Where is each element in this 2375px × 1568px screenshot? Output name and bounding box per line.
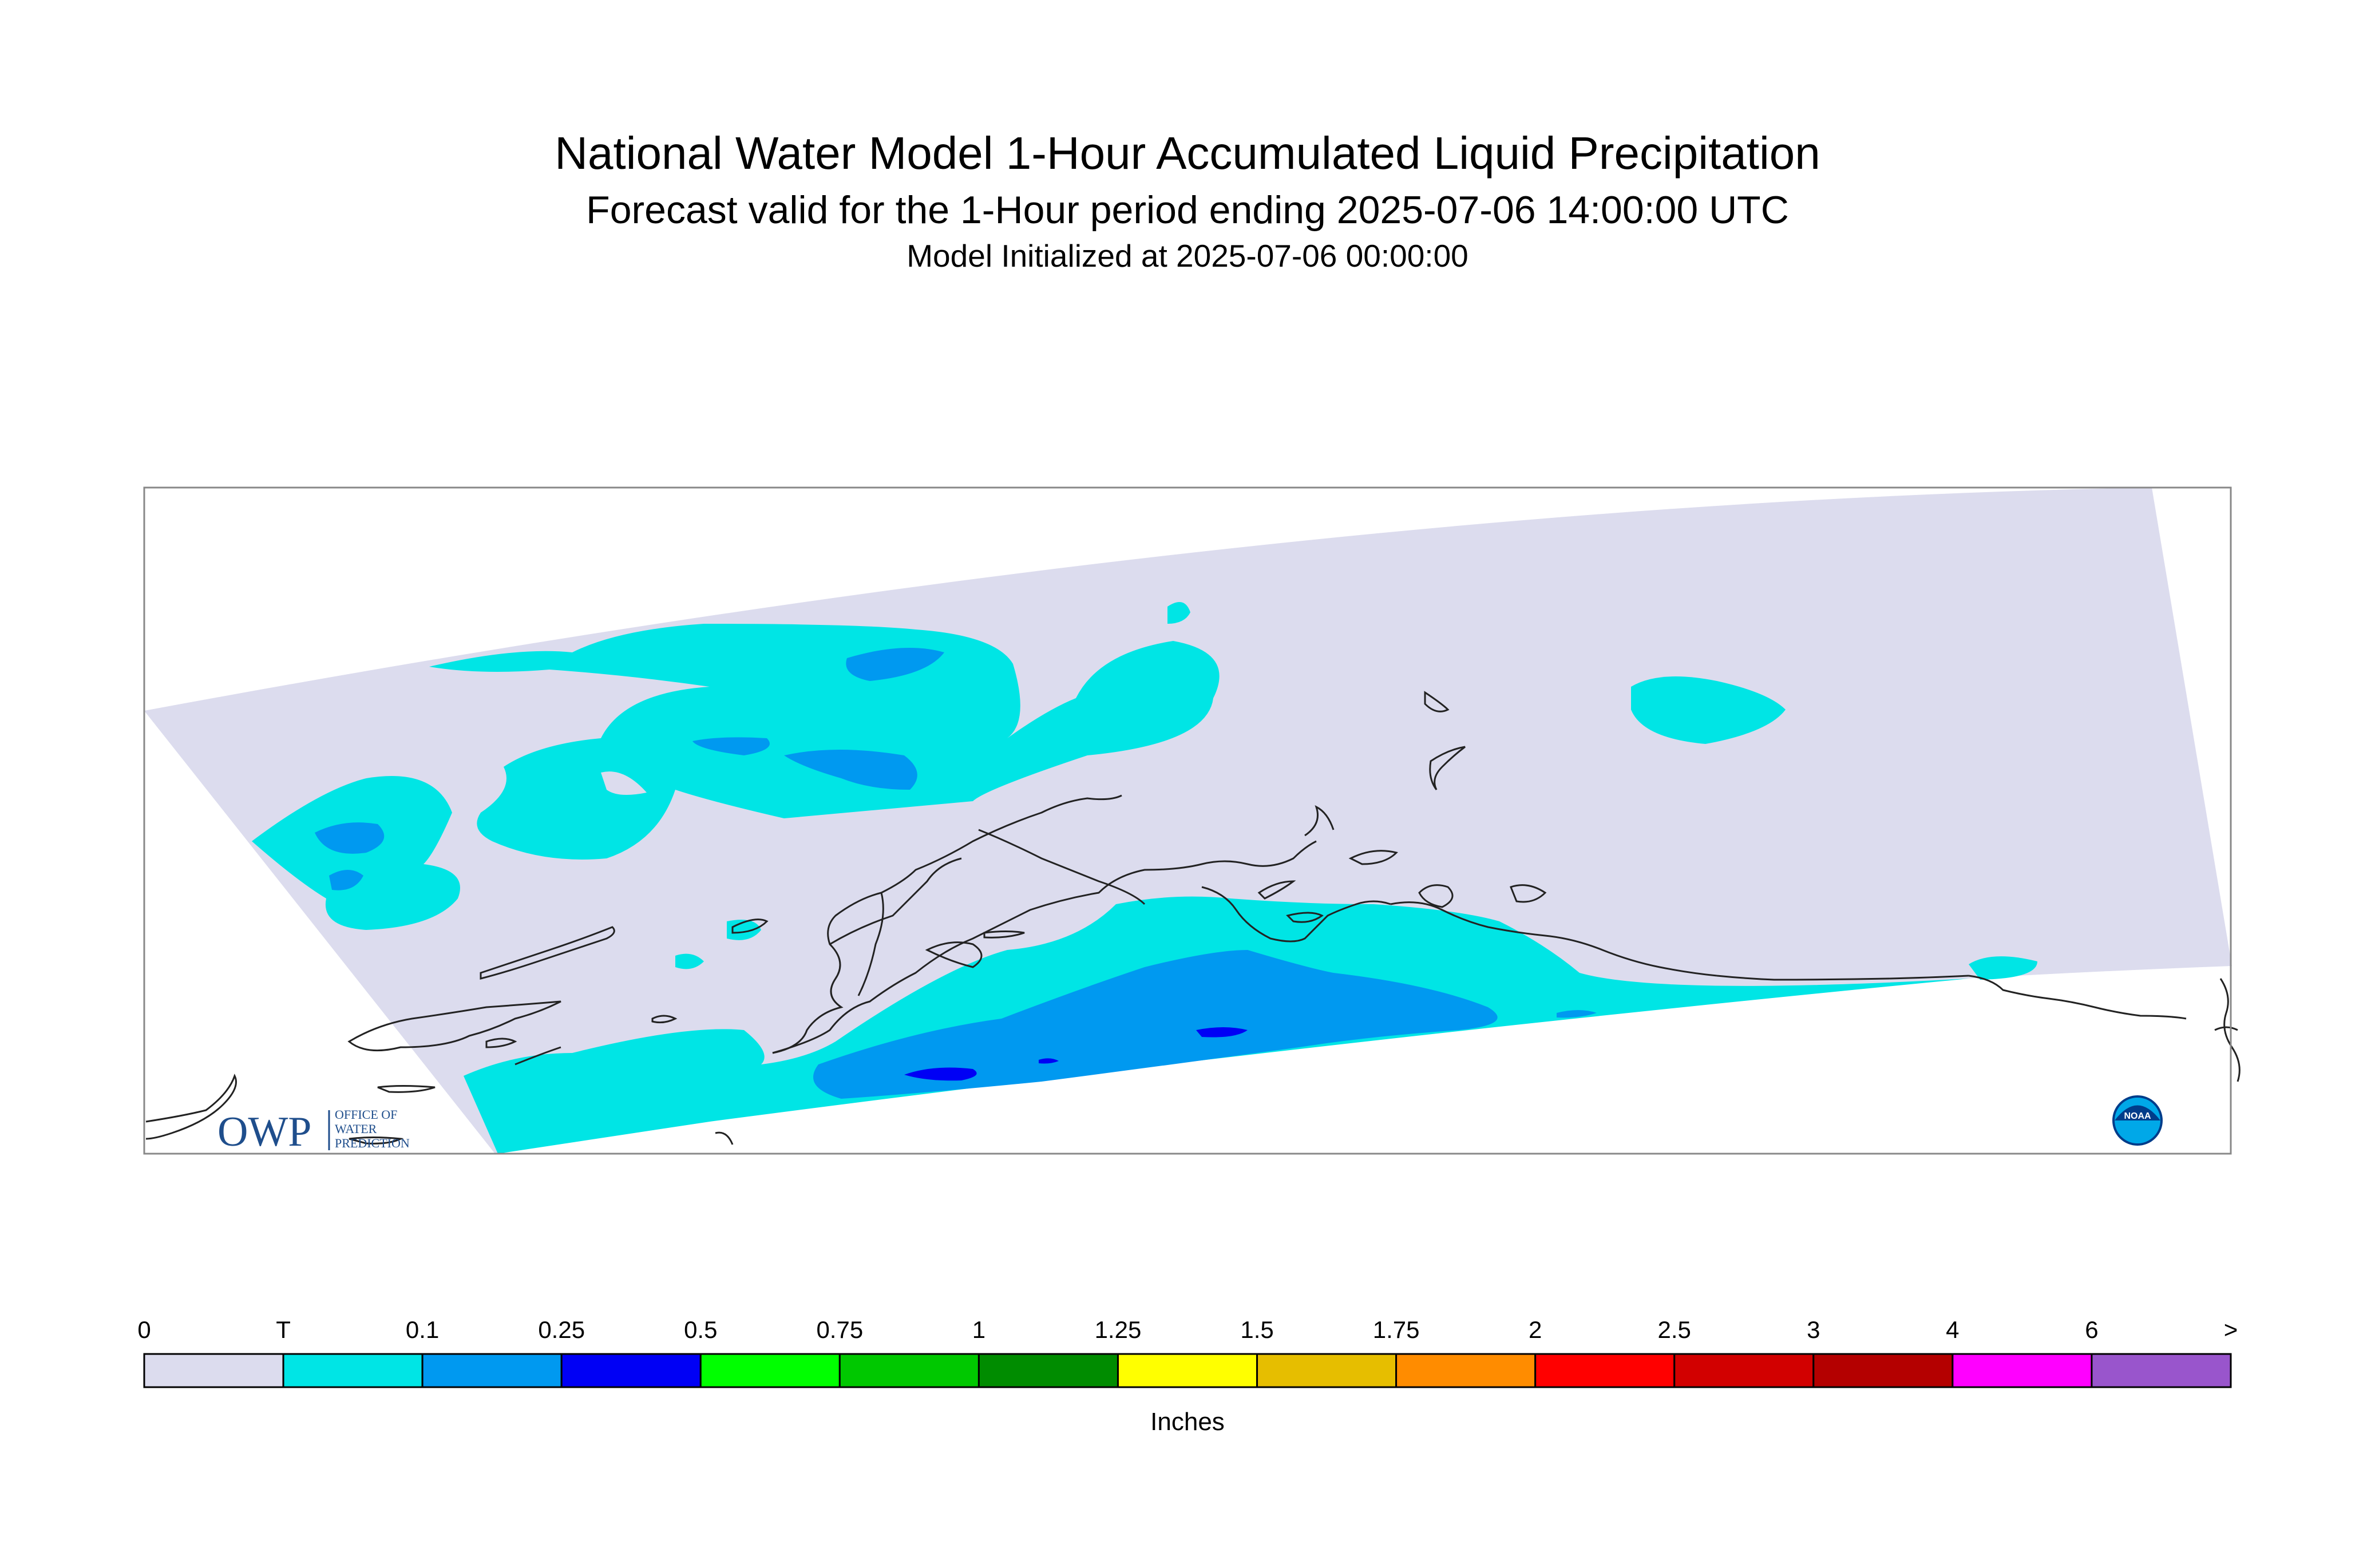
colorbar-swatch-5 [838,1353,980,1388]
colorbar-tick-label: 2.5 [1657,1316,1691,1343]
chart-subtitle: Forecast valid for the 1-Hour period end… [586,188,1789,232]
colorbar-tick-label: > [2223,1316,2238,1343]
colorbar-tick-label: 0.1 [405,1316,440,1343]
colorbar-tick-label: 1 [972,1316,986,1343]
colorbar-tick-label: 2 [1528,1316,1542,1343]
owp-text-1: OFFICE OF [335,1107,397,1122]
coastlines [145,691,2241,1145]
colorbar-units: Inches [1150,1408,1225,1436]
map-frame [143,486,2232,1155]
owp-logo: OWP OFFICE OF WATER PREDICTION [217,1107,410,1155]
colorbar-swatch-11 [1673,1353,1815,1388]
noaa-mark: NOAA [2124,1111,2151,1121]
colorbar-tick-label: 6 [2085,1316,2099,1343]
colorbar-swatch-8 [1256,1353,1398,1388]
colorbar-tick-label: 1.25 [1094,1316,1142,1343]
colorbar-tick-label: 1.5 [1240,1316,1274,1343]
colorbar-swatch-7 [1117,1353,1258,1388]
colorbar-tick-label: 0.75 [816,1316,864,1343]
colorbar-tick-label: 0 [137,1316,151,1343]
colorbar-swatch-2 [421,1353,563,1388]
colorbar-swatch-6 [977,1353,1119,1388]
colorbar-swatch-4 [699,1353,841,1388]
colorbar-swatch-9 [1395,1353,1537,1388]
colorbar-tick-label: 3 [1807,1316,1820,1343]
noaa-logo: NOAA [2112,1095,2163,1146]
colorbar-swatch-13 [1952,1353,2093,1388]
owp-mark: OWP [217,1108,311,1155]
light-precip-areas [315,648,1597,1099]
colorbar [143,1353,2232,1388]
colorbar-tick-label: 0.25 [538,1316,585,1343]
colorbar-tick-label: 0.5 [684,1316,718,1343]
owp-text-2: WATER [335,1122,377,1136]
colorbar-swatch-1 [282,1353,423,1388]
colorbar-swatch-14 [2091,1353,2232,1388]
colorbar-swatch-10 [1534,1353,1676,1388]
colorbar-swatch-3 [560,1353,702,1388]
init-time: Model Initialized at 2025-07-06 00:00:00 [907,238,1468,274]
colorbar-swatch-12 [1812,1353,1954,1388]
dry-notch [601,771,647,795]
colorbar-tick-label: T [276,1316,291,1343]
moderate-precip-areas [904,1027,1248,1081]
owp-text-3: PREDICTION [335,1136,410,1150]
map-panel [143,486,2241,1155]
colorbar-tick-label: 4 [1946,1316,1960,1343]
chart-title: National Water Model 1-Hour Accumulated … [555,128,1820,179]
colorbar-swatch-0 [143,1353,284,1388]
colorbar-tick-label: 1.75 [1372,1316,1420,1343]
